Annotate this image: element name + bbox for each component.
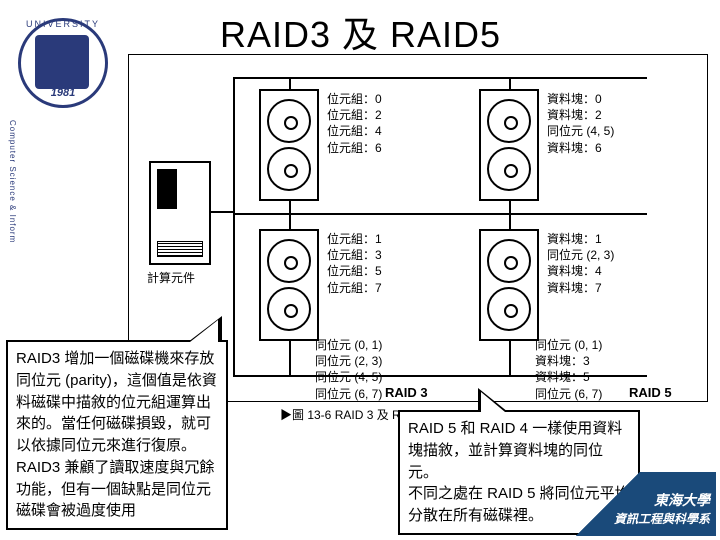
raid5-stack-0: [479, 89, 539, 201]
raid3-stack-1: [259, 229, 319, 341]
logo-side-text: Computer Science & Inform: [8, 120, 17, 243]
raid3-caption: RAID 3: [385, 385, 428, 400]
footer-brand: 東海大學 資訊工程與科學系: [546, 472, 716, 536]
raid3-callout: RAID3 增加一個磁碟機來存放同位元 (parity)，這個值是依資料磁碟中描…: [6, 340, 228, 530]
university-logo: UNIVERSITY 1981: [18, 18, 108, 108]
server-box: [149, 161, 211, 265]
brand-line1: 東海大學: [546, 490, 710, 510]
raid5-labels-0: 資料塊：0 資料塊：2 同位元 (4, 5) 資料塊：6: [547, 91, 614, 156]
server-label: 計算元件: [147, 269, 195, 286]
brand-line2: 資訊工程與科學系: [546, 510, 710, 527]
raid5-labels-2: 同位元 (0, 1) 資料塊：3 資料塊：5 同位元 (6, 7): [535, 337, 602, 402]
raid5-stack-1: [479, 229, 539, 341]
logo-year: 1981: [21, 87, 105, 99]
logo-arc-text: UNIVERSITY: [21, 19, 105, 29]
page-title: RAID3 及 RAID5: [220, 6, 501, 58]
raid3-labels-1: 位元組：1 位元組：3 位元組：5 位元組：7: [327, 231, 382, 296]
raid3-stack-0-upper: [259, 89, 319, 201]
raid3-labels-2: 同位元 (0, 1) 同位元 (2, 3) 同位元 (4, 5) 同位元 (6,…: [315, 337, 382, 402]
raid5-labels-1: 資料塊：1 同位元 (2, 3) 資料塊：4 資料塊：7: [547, 231, 614, 296]
raid3-labels-0: 位元組：0 位元組：2 位元組：4 位元組：6: [327, 91, 382, 156]
raid5-caption: RAID 5: [629, 385, 672, 400]
